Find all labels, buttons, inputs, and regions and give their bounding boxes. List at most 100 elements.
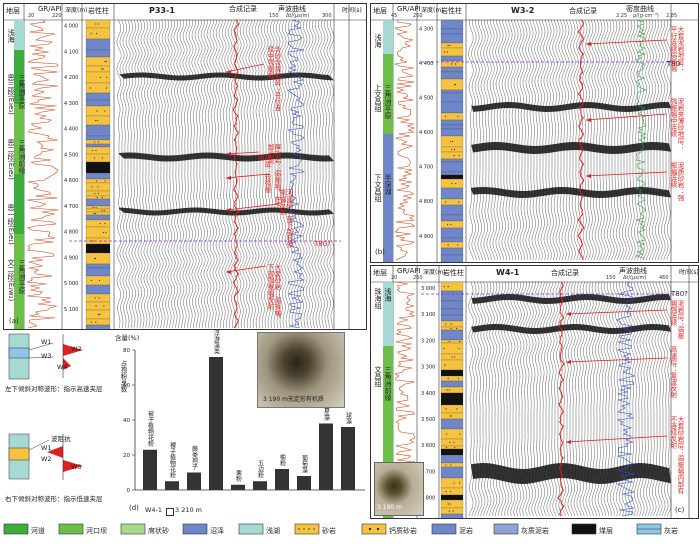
legend-label-0: 河道 <box>31 527 45 535</box>
panel-c-header-well: W4-1 <box>496 268 520 277</box>
panel-c-log-curve <box>616 281 636 517</box>
panel-d-tag: (d) <box>129 504 139 512</box>
svg-text:3 600: 3 600 <box>421 443 435 449</box>
svg-text:4 500: 4 500 <box>64 152 78 158</box>
panel-c-header-lith: 岩性柱 <box>443 269 464 277</box>
panel-a-header-strata: 地层 <box>6 7 20 15</box>
panel-c-annotation-1: 泥岩层：弱振幅强连续 <box>669 300 684 339</box>
panel-c-gr-max: 260 <box>413 275 423 281</box>
svg-text:5 000: 5 000 <box>64 281 78 287</box>
legend-label-10: 灰岩 <box>664 527 678 535</box>
panel-d-bar-label-2: 蕨类孢子 <box>191 445 198 470</box>
panel-d-bar-label-7: 葡萄藻 <box>301 454 308 474</box>
panel-c-microphoto <box>374 462 424 516</box>
panel-c-annotation-3: 大套砂岩层：弱振幅内部有不连续反射 <box>669 416 684 494</box>
panel-a-reflector-2 <box>119 207 334 216</box>
svg-text:3 200: 3 200 <box>421 338 435 344</box>
legend-swatch-7 <box>431 523 457 535</box>
panel-c-ac-unit: Δt/(μs/m) <box>623 275 647 281</box>
panel-d-bar-label-0: 被子植物花粉 <box>147 410 154 448</box>
panel-a-annotation-4: 河道砂：在下部较强振幅反射 <box>278 189 293 248</box>
legend-swatch-4 <box>238 523 264 535</box>
panel-a-header-depth: 深度(m) <box>65 7 88 14</box>
panel-a-strata-4: 恩二段(E₂e₂) <box>7 139 15 180</box>
panel-a-ac-min: 150 <box>269 13 279 19</box>
panel-d-bar-4 <box>231 484 245 490</box>
svg-text:4 700: 4 700 <box>419 165 433 171</box>
panel-d-ytick-label-0: 80 <box>123 348 130 354</box>
panel-d-bar-1 <box>165 481 179 490</box>
svg-text:4 900: 4 900 <box>419 234 433 240</box>
panel-c-header-depth: 深度(m) <box>423 269 446 276</box>
panel-b-annotation-3: 泥质砂岩：强振幅连续 <box>669 162 684 201</box>
panel-a-strata-7: 文二段(E₂w₂) <box>7 259 15 302</box>
panel-d-bar-7 <box>297 476 311 490</box>
panel-d-bar-label-1: 裸子植物花粉 <box>169 442 176 480</box>
svg-text:4 800: 4 800 <box>419 199 433 205</box>
panel-c-header-synthetic: 合成记录 <box>551 269 579 277</box>
wavelet-top-w3: W3 <box>41 352 52 360</box>
svg-text:4 400: 4 400 <box>64 127 78 133</box>
svg-text:4 500: 4 500 <box>419 96 433 102</box>
panel-b-gr-curve <box>394 19 416 261</box>
panel-c-depth-ticks: 3 000 3 100 3 200 3 300 3 400 3 500 3 600 3 700… <box>421 286 435 502</box>
legend-label-5: 砂岩 <box>322 527 336 535</box>
panel-d-bar-label-9: 球藻 <box>345 411 352 425</box>
legend-swatch-9 <box>571 523 597 535</box>
panel-b-strata-2: 上文昌组 <box>374 84 382 112</box>
wavelet-bot-layer <box>8 447 30 461</box>
svg-text:3 400: 3 400 <box>421 391 435 397</box>
svg-text:4 800: 4 800 <box>64 230 78 236</box>
panel-d-bar-label-4: 栗粉 <box>235 470 242 483</box>
panel-d-ylabel-unit: 含量(%) <box>115 334 140 342</box>
svg-text:4 600: 4 600 <box>419 130 433 136</box>
legend-label-6: 钙质砂岩 <box>389 527 417 535</box>
panel-d-ytick-label-3: 20 <box>123 453 130 459</box>
panel-b-log-curve <box>635 19 647 261</box>
wavelet-bot-w2: W2 <box>41 455 52 463</box>
panel-a-ac-max: 300 <box>322 13 332 19</box>
panel-a-horizon: T80? <box>314 240 331 248</box>
panel-a-header-time: 时间(s) <box>342 7 362 14</box>
panel-a-gr-max: 220 <box>52 13 62 19</box>
panel-a-strata-bands <box>14 20 24 329</box>
legend-label-4: 浅湖 <box>266 527 280 535</box>
panel-c-tag: (c) <box>675 506 685 514</box>
panel-d-depth: 3 210 m <box>175 506 203 514</box>
panel-b-reflector-1 <box>471 142 671 154</box>
legend-swatch-8 <box>493 523 519 535</box>
svg-text:3 300: 3 300 <box>421 365 435 371</box>
panel-b-reflector-2 <box>471 187 671 198</box>
panel-c-reflector-1 <box>471 324 671 334</box>
svg-text:4 300: 4 300 <box>64 101 78 107</box>
panel-b-gr-max: 260 <box>413 13 423 19</box>
panel-c-arrows <box>565 309 668 444</box>
panel-b-den-min: 2.25 <box>616 13 628 19</box>
panel-b-strata-5: 半深湖 <box>384 174 392 195</box>
wavelet-top-w4: W4 <box>57 363 68 371</box>
panel-a-annotation-1: 含砂含煤地层：平行连续中强振幅 <box>266 46 281 111</box>
svg-text:3 800: 3 800 <box>421 496 435 502</box>
wavelet-bot-w3: W3 <box>71 463 82 471</box>
panel-c-strata-4: 三角洲前缘 <box>384 366 392 401</box>
panel-c-header-ac: 声波曲线 <box>619 267 647 275</box>
panel-b-header-gr: GR/API <box>397 5 421 13</box>
panel-d-ytick-label-1: 60 <box>123 383 130 389</box>
wavelet-bot-peak <box>47 446 63 458</box>
svg-text:4 100: 4 100 <box>64 49 78 55</box>
svg-text:4 600: 4 600 <box>64 178 78 184</box>
panel-a-tag: (a) <box>9 317 19 325</box>
panel-c-photo-caption: 3 190 m <box>377 504 402 511</box>
panel-c-strata-2: 浅海 <box>384 288 392 302</box>
panel-a-depth-ticks: 4 000 4 100 4 200 4 300 4 400 4 500 4 600 4 700… <box>64 24 78 313</box>
wavelet-schematic: W1 W2 W3 W4 左下倾斜对称波形：指示高速夹层 波阻抗 W1 W2 W3… <box>3 330 113 520</box>
panel-b-strata-bands <box>383 20 393 262</box>
wavelet-svg <box>8 333 83 480</box>
panel-d-bar-8 <box>319 423 333 490</box>
panel-c-ac-max: 460 <box>659 275 669 281</box>
panel-c-strata-bands <box>383 282 393 518</box>
wavelet-bot-caption: 右下倾斜对称波形：指示低速夹层 <box>5 495 103 503</box>
svg-text:3 700: 3 700 <box>421 469 435 475</box>
legend-label-1: 河口坝 <box>86 527 107 535</box>
panel-c-annotation-2: 高速层：复波反射 <box>669 346 677 398</box>
